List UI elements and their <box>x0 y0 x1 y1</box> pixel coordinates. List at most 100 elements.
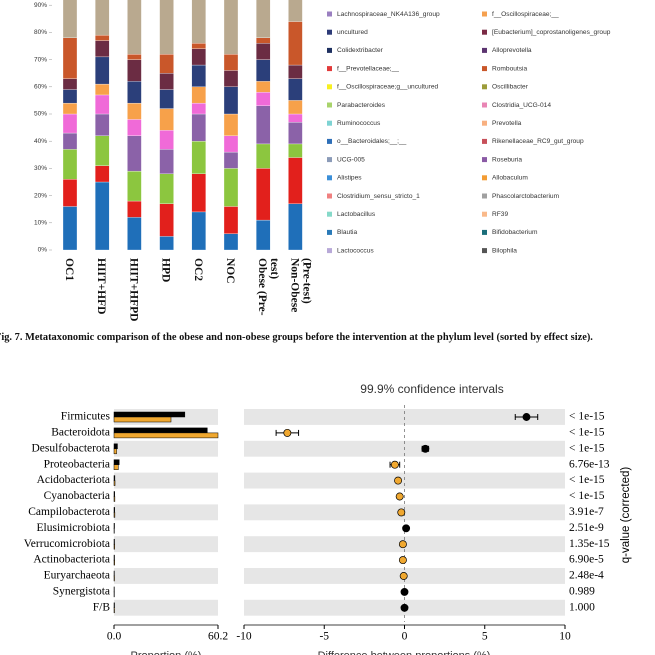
bar-segment <box>127 217 142 251</box>
bar-segment <box>62 113 78 134</box>
legend-label: f__Oscillospiraceae;g__uncultured <box>337 84 438 91</box>
bar-segment <box>62 149 78 180</box>
q-value: 6.90e-5 <box>569 554 604 566</box>
bar-segment <box>95 181 110 251</box>
bar-segment <box>95 113 110 136</box>
legend-swatch <box>327 11 332 17</box>
proportion-bar <box>113 507 115 513</box>
row-label: Acidobacteriota <box>37 474 110 486</box>
legend-swatch <box>327 229 332 235</box>
bar-segment <box>159 108 174 131</box>
bar-segment <box>223 86 239 115</box>
bar-segment <box>191 113 206 142</box>
legend-swatch <box>482 66 487 72</box>
legend-swatch <box>327 175 332 181</box>
legend-swatch <box>482 211 487 217</box>
row-label: Campilobacterota <box>28 506 110 518</box>
proportion-bar <box>113 559 115 566</box>
proportion-bar <box>113 416 172 423</box>
y-tick-label: 70% <box>34 56 47 63</box>
bar-segment <box>191 102 206 115</box>
bar-segment <box>288 157 303 204</box>
legend-label: Rikenellaceae_RC9_gut_group <box>492 138 584 145</box>
legend-label: f__Oscillospiraceae;__ <box>492 11 559 18</box>
y-tick-label: 40% <box>34 138 47 145</box>
x-tick-label: 5 <box>482 631 488 643</box>
row-label: Bacteroidota <box>51 427 110 439</box>
plot-title: 99.9% confidence intervals <box>360 382 503 396</box>
difference-point <box>395 492 404 501</box>
legend-label: uncultured <box>337 29 368 36</box>
legend-label: Ruminococcus <box>337 120 381 127</box>
bar-segment <box>223 151 239 169</box>
legend-label: [Eubacterium]_coprostanoligenes_group <box>492 29 611 36</box>
legend-label: Bifidobacterium <box>492 229 538 236</box>
legend-swatch <box>482 229 487 235</box>
legend-label: o__Bacteroidales;__;__ <box>337 138 407 145</box>
legend-swatch <box>482 138 487 144</box>
bar-segment <box>62 132 78 150</box>
q-value: 2.51e-9 <box>569 522 604 534</box>
figure-caption: Fig. 7. Metataxonomic comparison of the … <box>0 332 593 343</box>
row-band <box>114 536 218 553</box>
proportion-bar <box>113 432 219 439</box>
bar-segment <box>288 0 303 22</box>
difference-point <box>400 587 409 596</box>
legend-label: Parabacteroides <box>337 102 386 109</box>
legend-label: Allobaculum <box>492 175 528 182</box>
bar-segment <box>191 86 206 104</box>
bar-segment <box>223 233 239 251</box>
proportion-bar <box>113 411 186 418</box>
difference-point <box>398 556 407 565</box>
legend-swatch <box>482 157 487 163</box>
row-band <box>114 472 218 489</box>
legend-swatch <box>327 102 332 108</box>
bar-segment <box>127 81 142 104</box>
legend-swatch <box>327 29 332 35</box>
legend-label: Lachnospiraceae_NK4A136_group <box>337 11 440 18</box>
bar-segment <box>127 135 142 172</box>
bar-segment <box>223 70 239 87</box>
y-tick-label: 20% <box>34 192 47 199</box>
x-tick-label: 0.0 <box>107 631 122 643</box>
x-tick-label: HIIT+HFPD <box>127 258 140 322</box>
legend-label: Clostridia_UCG-014 <box>492 102 551 109</box>
bar-segment <box>159 173 174 204</box>
x-tick-label: NOC <box>224 258 236 284</box>
bar-segment <box>159 130 174 150</box>
bar-segment <box>127 54 142 60</box>
bar-segment <box>95 135 110 166</box>
q-value: 1.35e-15 <box>569 538 610 550</box>
row-label: F/B <box>93 601 111 613</box>
bar-segment <box>127 170 142 202</box>
legend-swatch <box>482 47 487 53</box>
bar-segment <box>95 83 110 96</box>
bar-segment <box>191 48 206 66</box>
row-band <box>114 599 218 616</box>
bar-segment <box>191 0 206 44</box>
bar-segment <box>256 143 271 169</box>
difference-point <box>400 603 409 612</box>
q-value: 6.76e-13 <box>569 458 610 470</box>
bar-segment <box>127 0 142 55</box>
proportion-bar <box>113 607 115 614</box>
legend-swatch <box>482 193 487 199</box>
bar-segment <box>288 113 303 123</box>
legend-swatch <box>482 120 487 126</box>
x-tick-label: -5 <box>319 631 329 643</box>
legend-label: Bilophila <box>492 247 517 254</box>
legend-swatch <box>327 211 332 217</box>
legend-label: Alistipes <box>337 175 362 182</box>
legend-label: Oscillibacter <box>492 84 529 91</box>
bar-segment <box>95 34 110 41</box>
legend-swatch <box>327 157 332 163</box>
bar-segment <box>62 89 78 104</box>
x-axis-label: Proportion (%) <box>131 650 202 655</box>
x-tick-label: Obese (Pre-test) <box>256 258 281 316</box>
proportion-bar <box>113 443 118 450</box>
legend-label: Phascolarctobacterium <box>492 193 560 200</box>
bar-segment <box>62 37 78 79</box>
bar-segment <box>256 168 271 221</box>
bar-segment <box>159 54 174 74</box>
